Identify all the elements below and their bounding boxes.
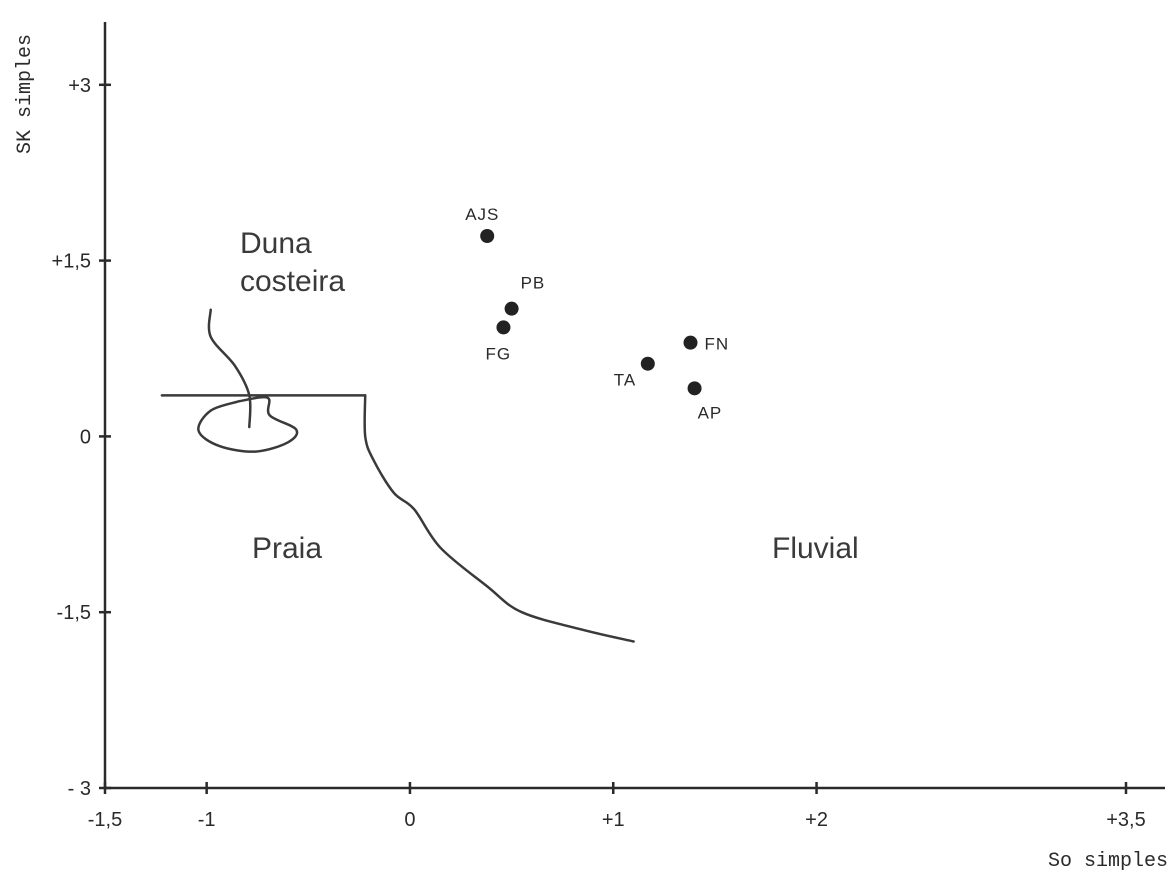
region-label-duna-line1: Duna	[240, 227, 312, 260]
data-point-fg	[496, 320, 511, 335]
point-label-pb: PB	[521, 274, 546, 293]
y-tick-label: +3	[68, 75, 91, 97]
region-label-duna-line2: costeira	[240, 265, 345, 298]
data-point-ap	[687, 381, 702, 396]
x-tick-label: -1	[198, 809, 216, 831]
x-tick-label: -1,5	[88, 809, 122, 831]
point-label-ta: TA	[614, 371, 636, 390]
x-tick-label: 0	[404, 809, 415, 831]
point-label-ap: AP	[698, 403, 723, 422]
y-ticks: +3 +1,5 0 -1,5 - 3	[52, 75, 111, 800]
x-tick-label: +2	[805, 809, 828, 831]
region-label-praia: Praia	[252, 532, 322, 565]
region-label-fluvial: Fluvial	[772, 532, 859, 565]
x-tick-label: +3,5	[1106, 809, 1145, 831]
data-point-fn	[683, 335, 698, 350]
dune-field-loop	[197, 395, 299, 453]
point-label-fn: FN	[705, 335, 730, 354]
data-point-ajs	[480, 228, 495, 243]
data-point-pb	[504, 301, 519, 316]
y-tick-label: 0	[80, 426, 91, 448]
y-tick-label: +1,5	[52, 251, 91, 273]
dune-field-line	[207, 308, 252, 429]
y-tick-label: -1,5	[57, 602, 91, 624]
praia-fluvial-boundary-curve	[363, 394, 635, 643]
point-label-fg: FG	[485, 344, 511, 363]
environment-boundaries	[160, 308, 635, 643]
x-tick-label: +1	[602, 809, 625, 831]
x-axis-title: So simples	[1048, 850, 1168, 873]
data-points: AJS PB FG FN TA AP	[465, 205, 730, 422]
x-ticks: -1,5 -1 0 +1 +2 +3,5	[88, 782, 1146, 831]
data-point-ta	[640, 356, 655, 371]
y-axis-title: SK simples	[14, 34, 37, 154]
axes	[103, 22, 1165, 790]
point-label-ajs: AJS	[465, 205, 499, 224]
y-tick-label: - 3	[68, 778, 91, 800]
